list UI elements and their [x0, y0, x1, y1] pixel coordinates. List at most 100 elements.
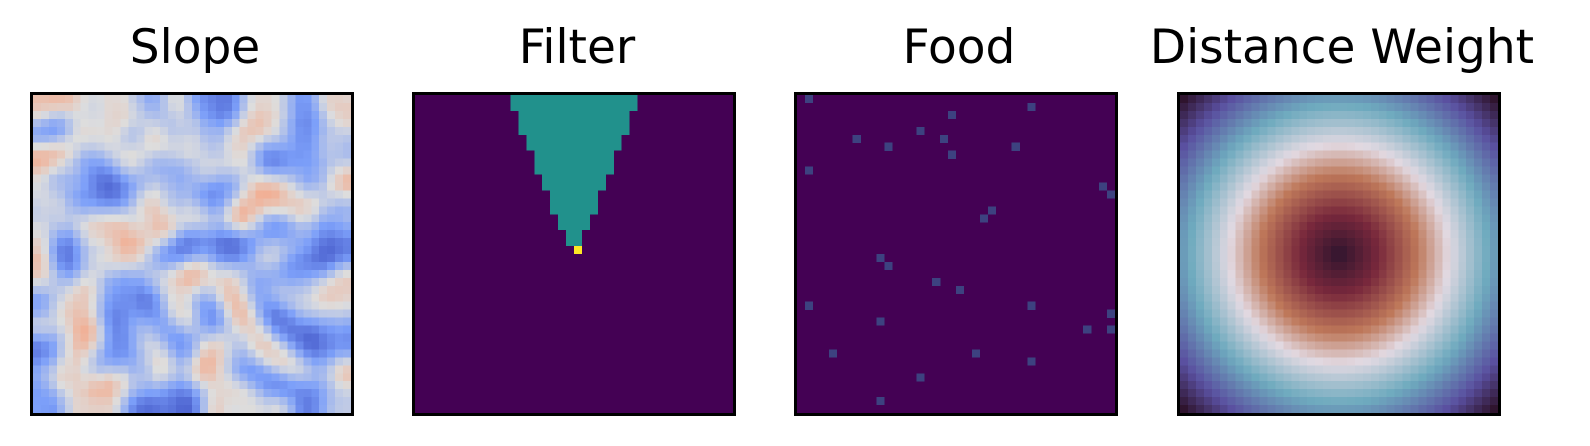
distance-weight-cell — [1482, 301, 1491, 310]
filter-cell — [566, 190, 575, 199]
filter-cell — [574, 246, 583, 255]
distance-weight-cell — [1323, 230, 1332, 239]
distance-weight-cell — [1283, 110, 1292, 120]
filter-cell — [446, 277, 455, 286]
distance-weight-cell — [1434, 269, 1443, 279]
filter-cell — [486, 230, 495, 239]
distance-weight-cell — [1418, 166, 1427, 175]
distance-weight-cell — [1394, 238, 1403, 247]
distance-weight-cell — [1195, 325, 1205, 334]
filter-cell — [677, 238, 686, 247]
slope-cell — [48, 142, 58, 151]
distance-weight-cell — [1243, 365, 1252, 374]
distance-weight-cell — [1362, 317, 1371, 326]
filter-cell — [629, 365, 638, 374]
distance-weight-cell — [1346, 317, 1356, 326]
filter-cell — [629, 373, 638, 382]
distance-weight-cell — [1394, 277, 1403, 286]
distance-weight-cell — [1315, 349, 1324, 358]
slope-cell — [279, 309, 288, 318]
slope-cell — [40, 166, 50, 175]
distance-weight-cell — [1299, 365, 1308, 374]
distance-weight-cell — [1267, 166, 1276, 175]
filter-cell — [542, 373, 551, 382]
filter-cell — [550, 365, 559, 374]
filter-cell — [613, 405, 622, 413]
distance-weight-cell — [1354, 230, 1364, 239]
distance-weight-cell — [1243, 142, 1252, 151]
filter-cell — [605, 317, 614, 326]
filter-cell — [629, 293, 638, 302]
slope-cell — [104, 222, 113, 231]
distance-weight-cell — [1227, 118, 1236, 127]
slope-cell — [152, 325, 161, 334]
filter-cell — [486, 405, 495, 413]
filter-cell — [581, 198, 591, 207]
filter-cell — [581, 397, 591, 406]
filter-cell — [677, 95, 686, 104]
slope-cell — [40, 134, 50, 143]
distance-weight-cell — [1203, 301, 1212, 310]
slope-cell — [319, 357, 328, 366]
distance-weight-cell — [1458, 397, 1467, 406]
filter-cell — [510, 102, 519, 112]
slope-cell — [319, 397, 328, 406]
distance-weight-cell — [1211, 95, 1220, 104]
distance-weight-cell — [1482, 397, 1491, 406]
distance-weight-cell — [1243, 110, 1252, 120]
filter-cell — [446, 230, 455, 239]
slope-cell — [72, 150, 81, 159]
slope-cell — [184, 397, 193, 406]
slope-cell — [335, 182, 344, 191]
filter-cell — [717, 285, 726, 294]
filter-cell — [566, 182, 575, 191]
slope-cell — [144, 325, 153, 334]
distance-weight-cell — [1227, 381, 1236, 390]
distance-weight-cell — [1227, 95, 1236, 104]
slope-cell — [168, 341, 177, 350]
slope-cell — [64, 190, 73, 199]
slope-cell — [176, 325, 185, 334]
slope-cell — [343, 134, 351, 143]
filter-cell — [574, 261, 583, 271]
filter-cell — [661, 269, 670, 279]
filter-cell — [430, 158, 440, 167]
slope-cell — [255, 317, 264, 326]
slope-cell — [255, 254, 264, 263]
distance-weight-cell — [1315, 261, 1324, 271]
slope-cell — [168, 158, 177, 167]
filter-cell — [422, 317, 432, 326]
slope-cell — [263, 333, 272, 342]
slope-cell — [112, 317, 121, 326]
distance-weight-cell — [1235, 238, 1244, 247]
filter-cell — [621, 333, 630, 342]
filter-cell — [637, 389, 646, 398]
filter-cell — [621, 349, 630, 358]
distance-weight-cell — [1219, 254, 1228, 263]
distance-weight-cell — [1219, 261, 1228, 271]
slope-cell — [192, 365, 201, 374]
distance-weight-cell — [1346, 126, 1356, 135]
distance-weight-cell — [1291, 373, 1300, 382]
slope-cell — [215, 405, 224, 413]
slope-cell — [48, 246, 58, 255]
slope-cell — [144, 261, 153, 271]
slope-cell — [40, 349, 50, 358]
distance-weight-cell — [1394, 261, 1403, 271]
filter-cell — [693, 126, 702, 135]
slope-cell — [295, 309, 304, 318]
slope-cell — [120, 293, 129, 302]
distance-weight-cell — [1235, 381, 1244, 390]
filter-cell — [534, 269, 543, 279]
filter-cell — [470, 285, 479, 294]
distance-weight-cell — [1466, 301, 1475, 310]
filter-cell — [589, 333, 599, 342]
distance-weight-cell — [1458, 341, 1467, 350]
filter-cell — [621, 389, 630, 398]
distance-weight-cell — [1458, 309, 1467, 318]
filter-cell — [717, 110, 726, 120]
filter-cell — [574, 269, 583, 279]
slope-cell — [184, 246, 193, 255]
slope-cell — [64, 261, 73, 271]
slope-cell — [319, 222, 328, 231]
